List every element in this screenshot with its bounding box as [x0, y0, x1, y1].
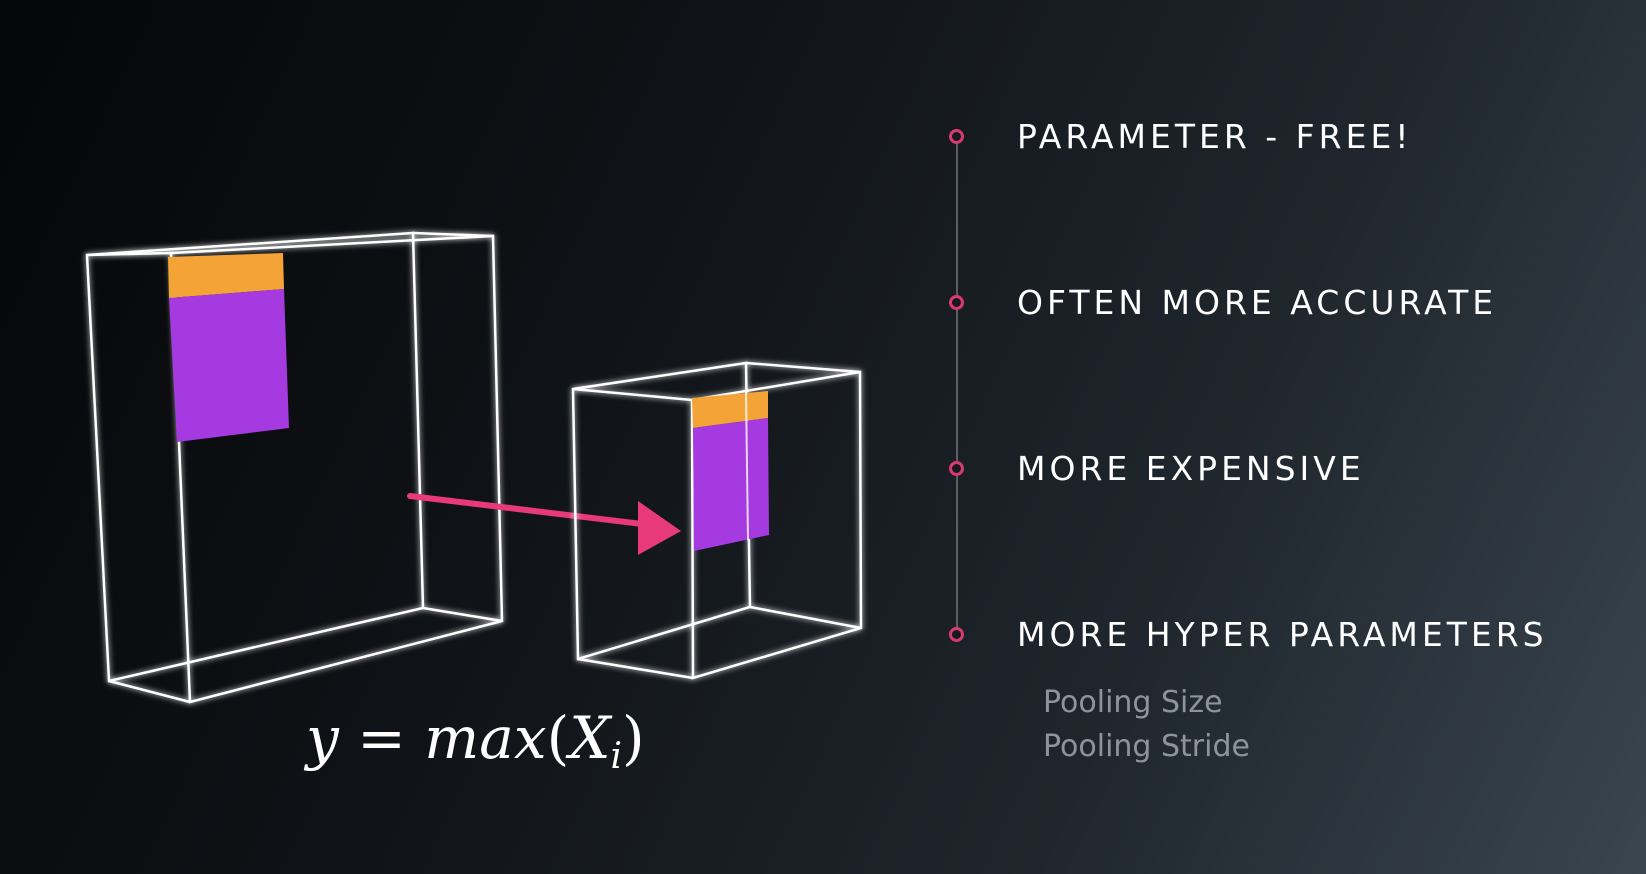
input-window-body	[169, 289, 289, 442]
item-more-hyper-parameters: MORE HYPER PARAMETERS	[1017, 615, 1548, 654]
output-volume-edge	[577, 657, 694, 680]
input-volume-edge	[412, 231, 494, 238]
sub-item-pooling-size: Pooling Size	[1043, 685, 1223, 720]
output-volume-edge	[749, 605, 862, 630]
output-cell-body	[693, 418, 769, 551]
arrow-shaft-icon	[407, 493, 645, 527]
pooling-arrow	[407, 493, 681, 555]
input-volume-edge	[108, 679, 191, 704]
output-volume-edge	[745, 361, 861, 374]
output-volume-edge	[745, 391, 749, 541]
input-window-top	[168, 253, 284, 298]
formula-subscript: i	[610, 736, 623, 777]
formula-equals: =	[357, 704, 406, 772]
formula-close-paren: )	[622, 704, 645, 772]
item-more-expensive: MORE EXPENSIVE	[1017, 449, 1365, 488]
circle-bullet-icon	[949, 295, 964, 310]
sub-item-pooling-stride: Pooling Stride	[1043, 729, 1250, 764]
input-volume	[85, 231, 504, 704]
input-volume-edge	[86, 251, 172, 257]
output-cell-top	[692, 391, 768, 428]
formula-func: max	[424, 704, 547, 772]
input-volume-edge	[422, 606, 503, 623]
max-pooling-formula: y = max(Xi)	[306, 703, 645, 792]
formula-open-paren: (	[546, 704, 570, 772]
output-volume	[571, 361, 863, 680]
formula-arg: X	[569, 704, 611, 772]
arrow-head-icon	[638, 501, 681, 555]
circle-bullet-icon	[949, 627, 964, 642]
output-volume-edge	[572, 387, 693, 402]
item-often-more-accurate: OFTEN MORE ACCURATE	[1017, 283, 1498, 322]
circle-bullet-icon	[949, 129, 964, 144]
timeline-line	[956, 137, 958, 637]
circle-bullet-icon	[949, 461, 964, 476]
item-parameter-free: PARAMETER - FREE!	[1017, 117, 1413, 156]
formula-lhs: y	[306, 704, 339, 772]
